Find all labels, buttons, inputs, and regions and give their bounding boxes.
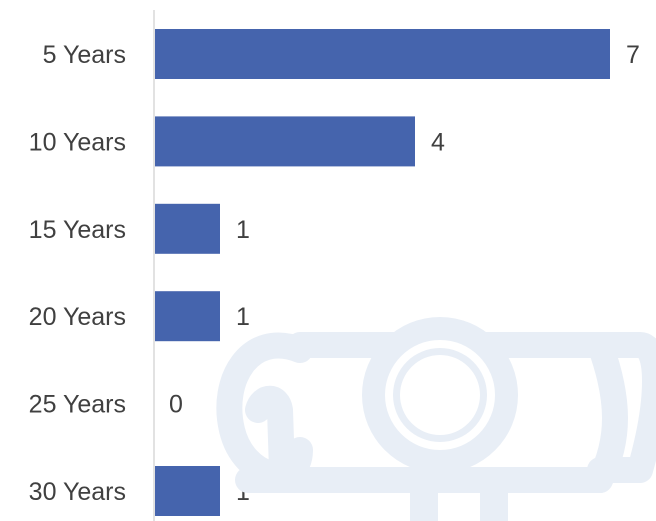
value-label: 7 [626,41,640,69]
category-labels-group: 5 Years 10 Years 15 Years 20 Years 25 Years 3… [29,41,126,506]
category-label: 25 Years [29,391,126,419]
category-label: 15 Years [29,216,126,244]
category-label: 30 Years [29,478,126,506]
bar-20-years [155,291,220,342]
bar-30-years [155,466,220,516]
category-label: 10 Years [29,128,126,156]
category-label: 5 Years [43,41,126,69]
bar-5-years [155,29,610,79]
bars-group [155,29,610,516]
value-label: 0 [169,391,183,419]
value-labels-group: 7 4 1 1 0 1 [169,41,640,506]
bar-15-years [155,203,220,254]
value-label: 1 [236,303,250,331]
value-label: 1 [236,216,250,244]
bar-10-years [155,116,415,167]
value-label: 1 [236,478,250,506]
value-label: 4 [431,128,445,156]
category-label: 20 Years [29,303,126,331]
